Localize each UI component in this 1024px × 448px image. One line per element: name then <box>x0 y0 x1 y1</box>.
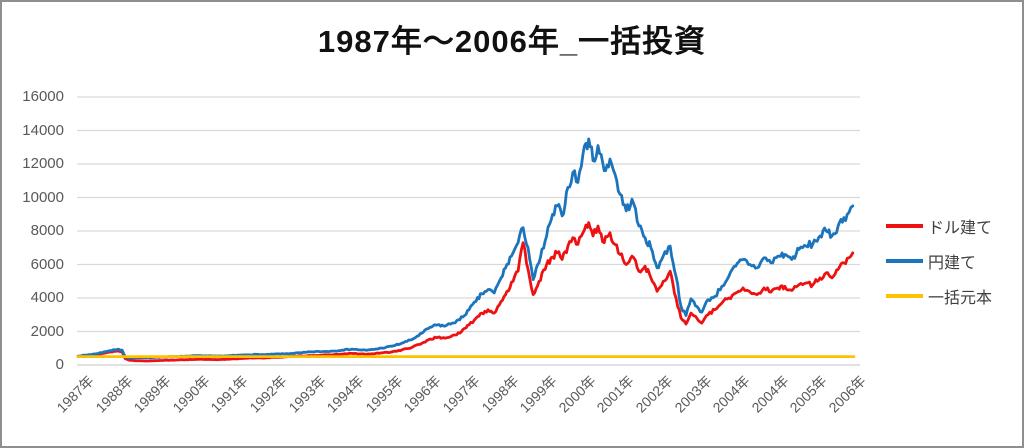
legend-swatch-yen <box>886 259 923 263</box>
y-axis-label: 10000 <box>22 188 64 206</box>
y-axis-label: 14000 <box>22 121 64 139</box>
legend-item-principal: 一括元本 <box>886 284 992 308</box>
legend-label-yen: 円建て <box>928 255 977 272</box>
legend: ドル建て 円建て 一括元本 <box>886 214 992 319</box>
y-axis-label: 8000 <box>30 222 64 239</box>
legend-label-dollar: ドル建て <box>928 220 993 237</box>
legend-swatch-dollar <box>886 224 923 228</box>
series-line-0 <box>76 221 855 363</box>
y-axis-label: 2000 <box>30 322 64 340</box>
legend-swatch-principal <box>886 294 923 298</box>
legend-item-dollar: ドル建て <box>886 214 992 238</box>
y-axis-label: 12000 <box>22 155 64 172</box>
y-axis-label: 16000 <box>22 88 64 105</box>
y-axis-label: 6000 <box>30 255 64 273</box>
legend-label-principal: 一括元本 <box>928 290 993 307</box>
y-axis-label: 4000 <box>30 289 64 306</box>
chart-title: 1987年〜2006年_一括投資 <box>317 24 707 59</box>
legend-item-yen: 円建て <box>886 249 992 273</box>
y-axis-label: 0 <box>55 356 64 373</box>
series-line-1 <box>76 137 855 360</box>
